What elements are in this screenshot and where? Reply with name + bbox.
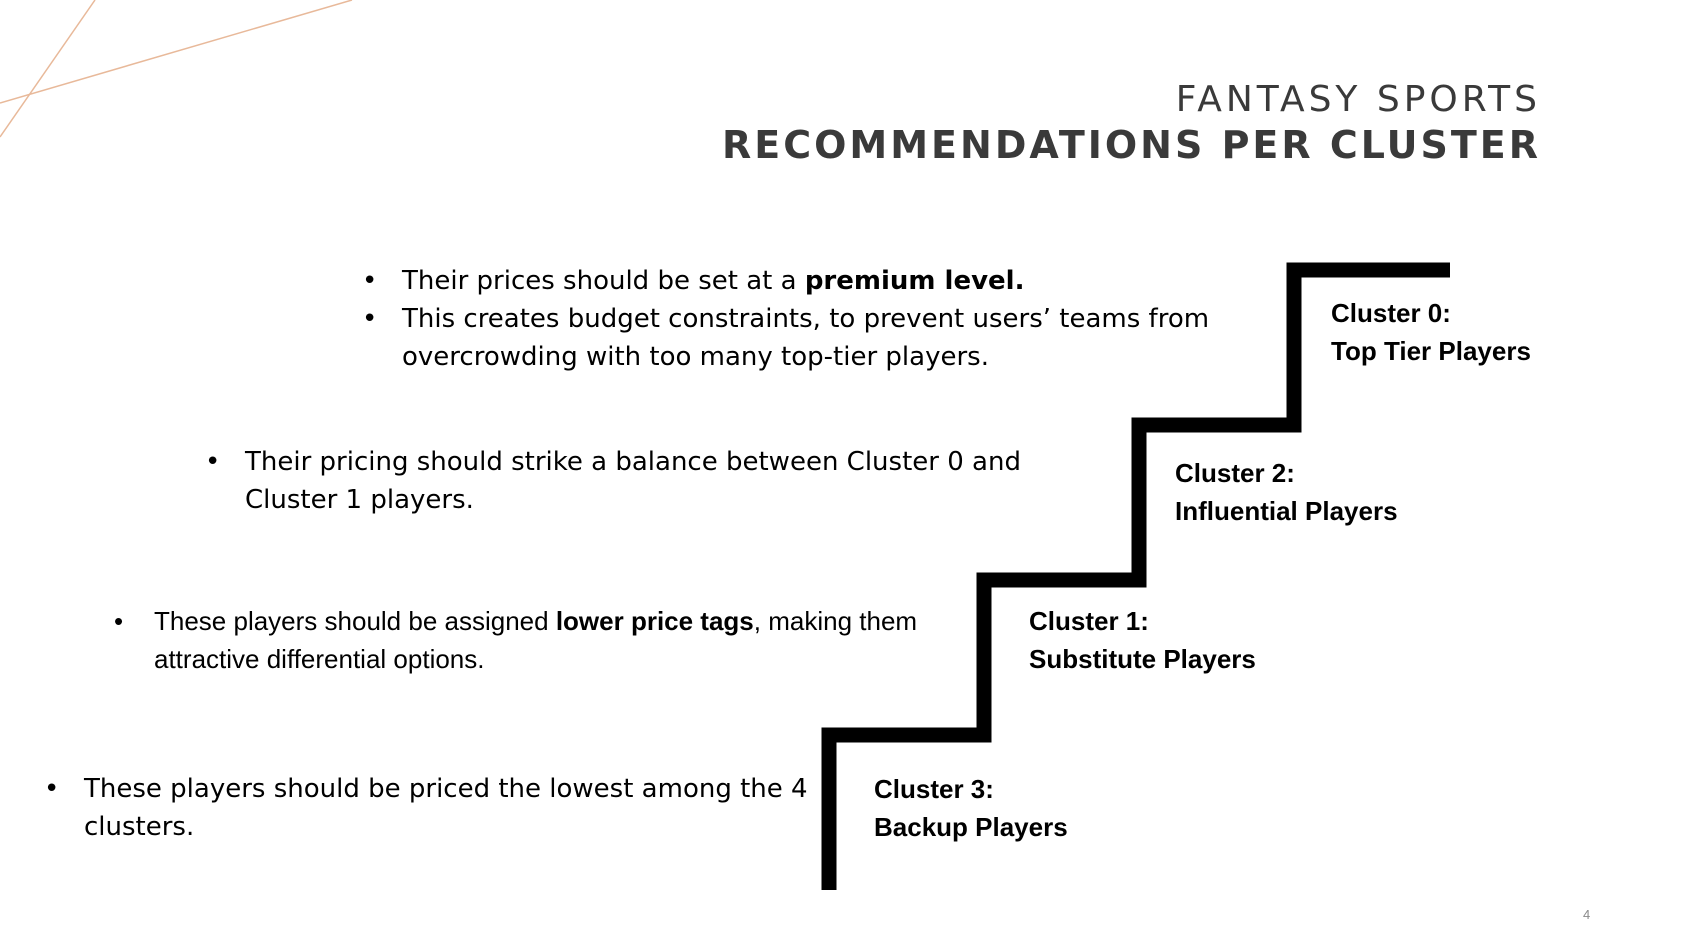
cluster-0-recommendations: Their prices should be set at a premium … [362,262,1262,376]
page-number: 4 [1583,907,1591,922]
cluster-2-recommendations: Their pricing should strike a balance be… [205,443,1085,519]
bullet-item: Their pricing should strike a balance be… [205,443,1085,519]
cluster-3-label: Cluster 3: Backup Players [874,770,1068,846]
bullet-item: These players should be priced the lowes… [44,770,809,846]
title-line-1: FANTASY SPORTS [1175,79,1541,120]
cluster-label-title: Cluster 2: [1175,458,1295,488]
title-line-2: RECOMMENDATIONS PER CLUSTER [722,123,1541,167]
cluster-1-label: Cluster 1: Substitute Players [1029,602,1256,678]
cluster-label-title: Cluster 0: [1331,298,1451,328]
cluster-label-subtitle: Top Tier Players [1331,336,1531,366]
bullet-item: Their prices should be set at a premium … [362,262,1262,300]
cluster-label-subtitle: Substitute Players [1029,644,1256,674]
slide-title: FANTASY SPORTS RECOMMENDATIONS PER CLUST… [722,78,1541,168]
bullet-item: This creates budget constraints, to prev… [362,300,1252,376]
cluster-3-recommendations: These players should be priced the lowes… [44,770,808,846]
cluster-2-label: Cluster 2: Influential Players [1175,454,1398,530]
cluster-label-title: Cluster 3: [874,774,994,804]
cluster-label-title: Cluster 1: [1029,606,1149,636]
decorative-corner-lines [0,0,353,138]
cluster-label-subtitle: Influential Players [1175,496,1398,526]
cluster-label-subtitle: Backup Players [874,812,1068,842]
cluster-0-label: Cluster 0: Top Tier Players [1331,294,1531,370]
cluster-1-recommendations: These players should be assigned lower p… [114,602,944,678]
bullet-item: These players should be assigned lower p… [114,602,944,678]
